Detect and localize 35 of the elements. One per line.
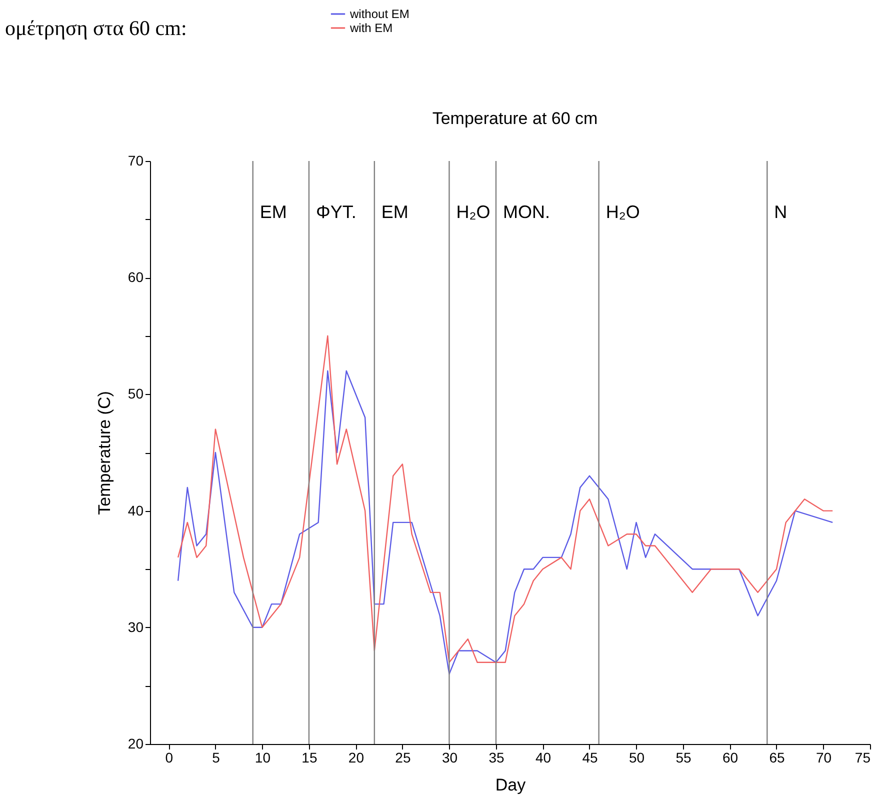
x-tick-label: 70 [816,750,832,766]
x-tick-label: 65 [769,750,785,766]
x-tick-label: 45 [582,750,598,766]
x-tick-label: 75 [854,750,871,766]
x-tick-label: 15 [302,750,318,766]
x-tick-label: 5 [212,750,220,766]
y-tick-label: 50 [128,386,144,402]
x-tick-label: 0 [165,750,174,766]
x-tick-label: 30 [442,750,458,766]
x-tick-label: 25 [395,750,411,766]
x-tick-label: 55 [676,750,692,766]
legend-label: with EM [349,21,393,35]
y-axis-title: Temperature (C) [94,391,114,515]
x-tick-label: 35 [488,750,504,766]
x-axis-title: Day [495,776,526,794]
ref-line-label: H₂O [456,202,490,222]
x-tick-label: 50 [628,750,645,766]
y-tick-label: 20 [128,736,144,752]
ref-line-label: MON. [502,202,550,222]
y-tick-label: 70 [128,152,144,168]
ref-line-label: H₂O [606,202,640,222]
ref-line-label: EM [260,202,287,222]
legend-label: without EM [349,7,410,21]
text: ομέτρηση στα 60 cm: [5,16,187,40]
chart-title: Temperature at 60 cm [432,109,598,128]
x-tick-label: 20 [348,750,364,766]
y-tick-label: 30 [128,618,144,635]
x-tick-label: 10 [254,750,271,766]
y-tick-label: 60 [128,269,144,286]
x-tick-label: 60 [722,750,738,766]
ref-line-label: ΦYT. [316,202,356,222]
y-tick-label: 40 [128,502,144,518]
ref-line-label: N [774,202,788,222]
x-tick-label: 40 [535,750,552,766]
ref-line-label: EM [381,202,408,222]
